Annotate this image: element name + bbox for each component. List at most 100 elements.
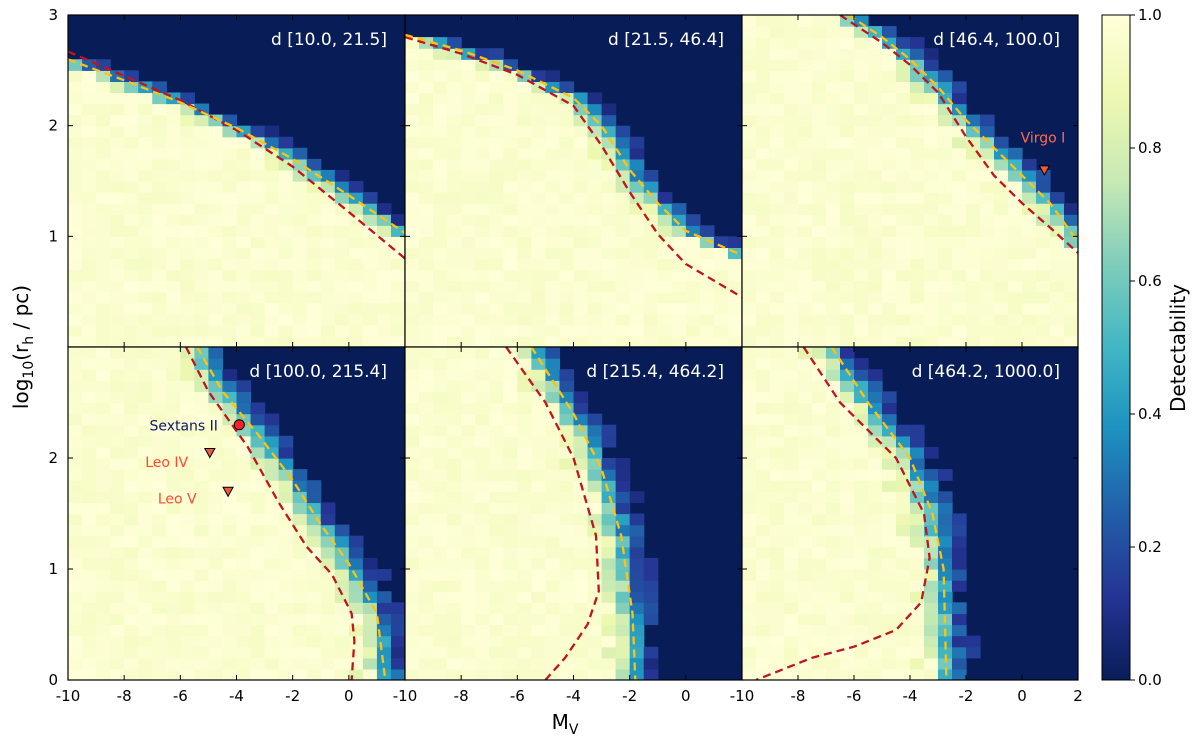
heatmap-cell xyxy=(882,402,897,415)
heatmap-cell xyxy=(924,81,939,94)
heatmap-cell xyxy=(208,524,224,537)
heatmap-cell xyxy=(826,513,841,526)
heatmap-cell xyxy=(362,613,378,626)
heatmap-cell xyxy=(770,602,785,614)
heatmap-cell xyxy=(461,158,476,171)
heatmap-cell xyxy=(503,158,518,171)
heatmap-cell xyxy=(517,214,532,226)
heatmap-cell xyxy=(250,646,266,659)
heatmap-cell xyxy=(68,491,83,503)
heatmap-cell xyxy=(840,668,855,680)
heatmap-cell xyxy=(82,335,97,347)
heatmap-cell xyxy=(868,569,883,581)
heatmap-cell xyxy=(166,302,181,315)
heatmap-cell xyxy=(826,37,841,49)
heatmap-cell xyxy=(419,214,434,226)
heatmap-cell xyxy=(503,81,518,94)
heatmap-cell xyxy=(68,92,83,105)
heatmap-cell xyxy=(405,646,420,659)
heatmap-cell xyxy=(348,668,364,680)
heatmap-cell xyxy=(166,413,181,426)
heatmap-cell xyxy=(868,513,883,526)
heatmap-cell xyxy=(362,668,378,680)
heatmap-cell xyxy=(882,458,897,470)
heatmap-cell xyxy=(1008,192,1023,204)
heatmap-cell xyxy=(433,313,448,326)
heatmap-cell xyxy=(587,280,603,293)
heatmap-cell xyxy=(896,269,911,282)
heatmap-cell xyxy=(587,335,603,347)
heatmap-cell xyxy=(812,280,827,293)
heatmap-cell xyxy=(517,169,532,182)
heatmap-cell xyxy=(475,546,490,559)
heatmap-cell xyxy=(208,236,224,248)
heatmap-cell xyxy=(419,269,434,282)
heatmap-cell xyxy=(742,668,757,680)
heatmap-cell xyxy=(68,513,83,526)
heatmap-cell xyxy=(124,225,139,237)
heatmap-cell xyxy=(447,469,462,481)
heatmap-cell xyxy=(826,192,841,204)
heatmap-cell xyxy=(770,236,785,248)
heatmap-cell xyxy=(110,380,125,392)
heatmap-cell xyxy=(587,624,603,637)
heatmap-cell xyxy=(250,413,266,426)
heatmap-cell xyxy=(82,668,97,680)
heatmap-cell xyxy=(868,92,883,105)
heatmap-cell xyxy=(110,214,125,226)
heatmap-cell xyxy=(419,635,434,648)
heatmap-cell xyxy=(756,657,771,670)
heatmap-cell xyxy=(742,181,757,193)
heatmap-cell xyxy=(138,291,153,304)
heatmap-cell xyxy=(447,181,462,193)
heatmap-cell xyxy=(180,369,195,381)
heatmap-cell xyxy=(180,591,195,603)
heatmap-cell xyxy=(68,147,83,160)
heatmap-cell xyxy=(152,624,167,637)
heatmap-cell xyxy=(924,602,939,614)
heatmap-cell xyxy=(306,236,322,248)
heatmap-cell xyxy=(96,446,111,459)
heatmap-cell xyxy=(138,458,153,470)
heatmap-cell xyxy=(194,469,210,481)
heatmap-cell xyxy=(924,546,939,559)
heatmap-cell xyxy=(882,302,897,315)
heatmap-cell xyxy=(840,181,855,193)
heatmap-cell xyxy=(461,125,476,138)
heatmap-cell xyxy=(306,535,322,548)
heatmap-cell xyxy=(601,480,617,492)
heatmap-cell xyxy=(419,513,434,526)
heatmap-cell xyxy=(124,369,139,381)
heatmap-cells xyxy=(68,347,405,680)
heatmap-cell xyxy=(236,480,252,492)
heatmap-cell xyxy=(770,147,785,160)
heatmap-cell xyxy=(180,491,195,503)
heatmap-cell xyxy=(447,169,462,182)
heatmap-cell xyxy=(110,413,125,426)
heatmap-cell xyxy=(82,214,97,226)
heatmap-cell xyxy=(713,313,729,326)
heatmap-cell xyxy=(68,569,83,581)
heatmap-cell xyxy=(812,435,827,448)
heatmap-cell xyxy=(545,92,561,105)
heatmap-cell xyxy=(208,546,224,559)
heatmap-cell xyxy=(770,635,785,648)
heatmap-cell xyxy=(475,192,490,204)
heatmap-cell xyxy=(798,335,813,347)
heatmap-cell xyxy=(685,291,701,304)
heatmap-cell xyxy=(362,280,378,293)
red-dashed-curve xyxy=(68,50,405,260)
heatmap-cell xyxy=(784,136,799,149)
heatmap-cell xyxy=(405,147,420,160)
heatmap-cell xyxy=(938,491,953,503)
heatmap-cell xyxy=(475,324,490,337)
heatmap-cell xyxy=(840,446,855,459)
heatmap-cell xyxy=(798,324,813,337)
heatmap-cell xyxy=(461,347,476,359)
heatmap-cell xyxy=(250,225,266,237)
heatmap-cell xyxy=(503,458,518,470)
heatmap-cell xyxy=(250,169,266,182)
heatmap-cell xyxy=(770,302,785,315)
heatmap-cell xyxy=(320,258,336,271)
heatmap-cell xyxy=(910,535,925,548)
